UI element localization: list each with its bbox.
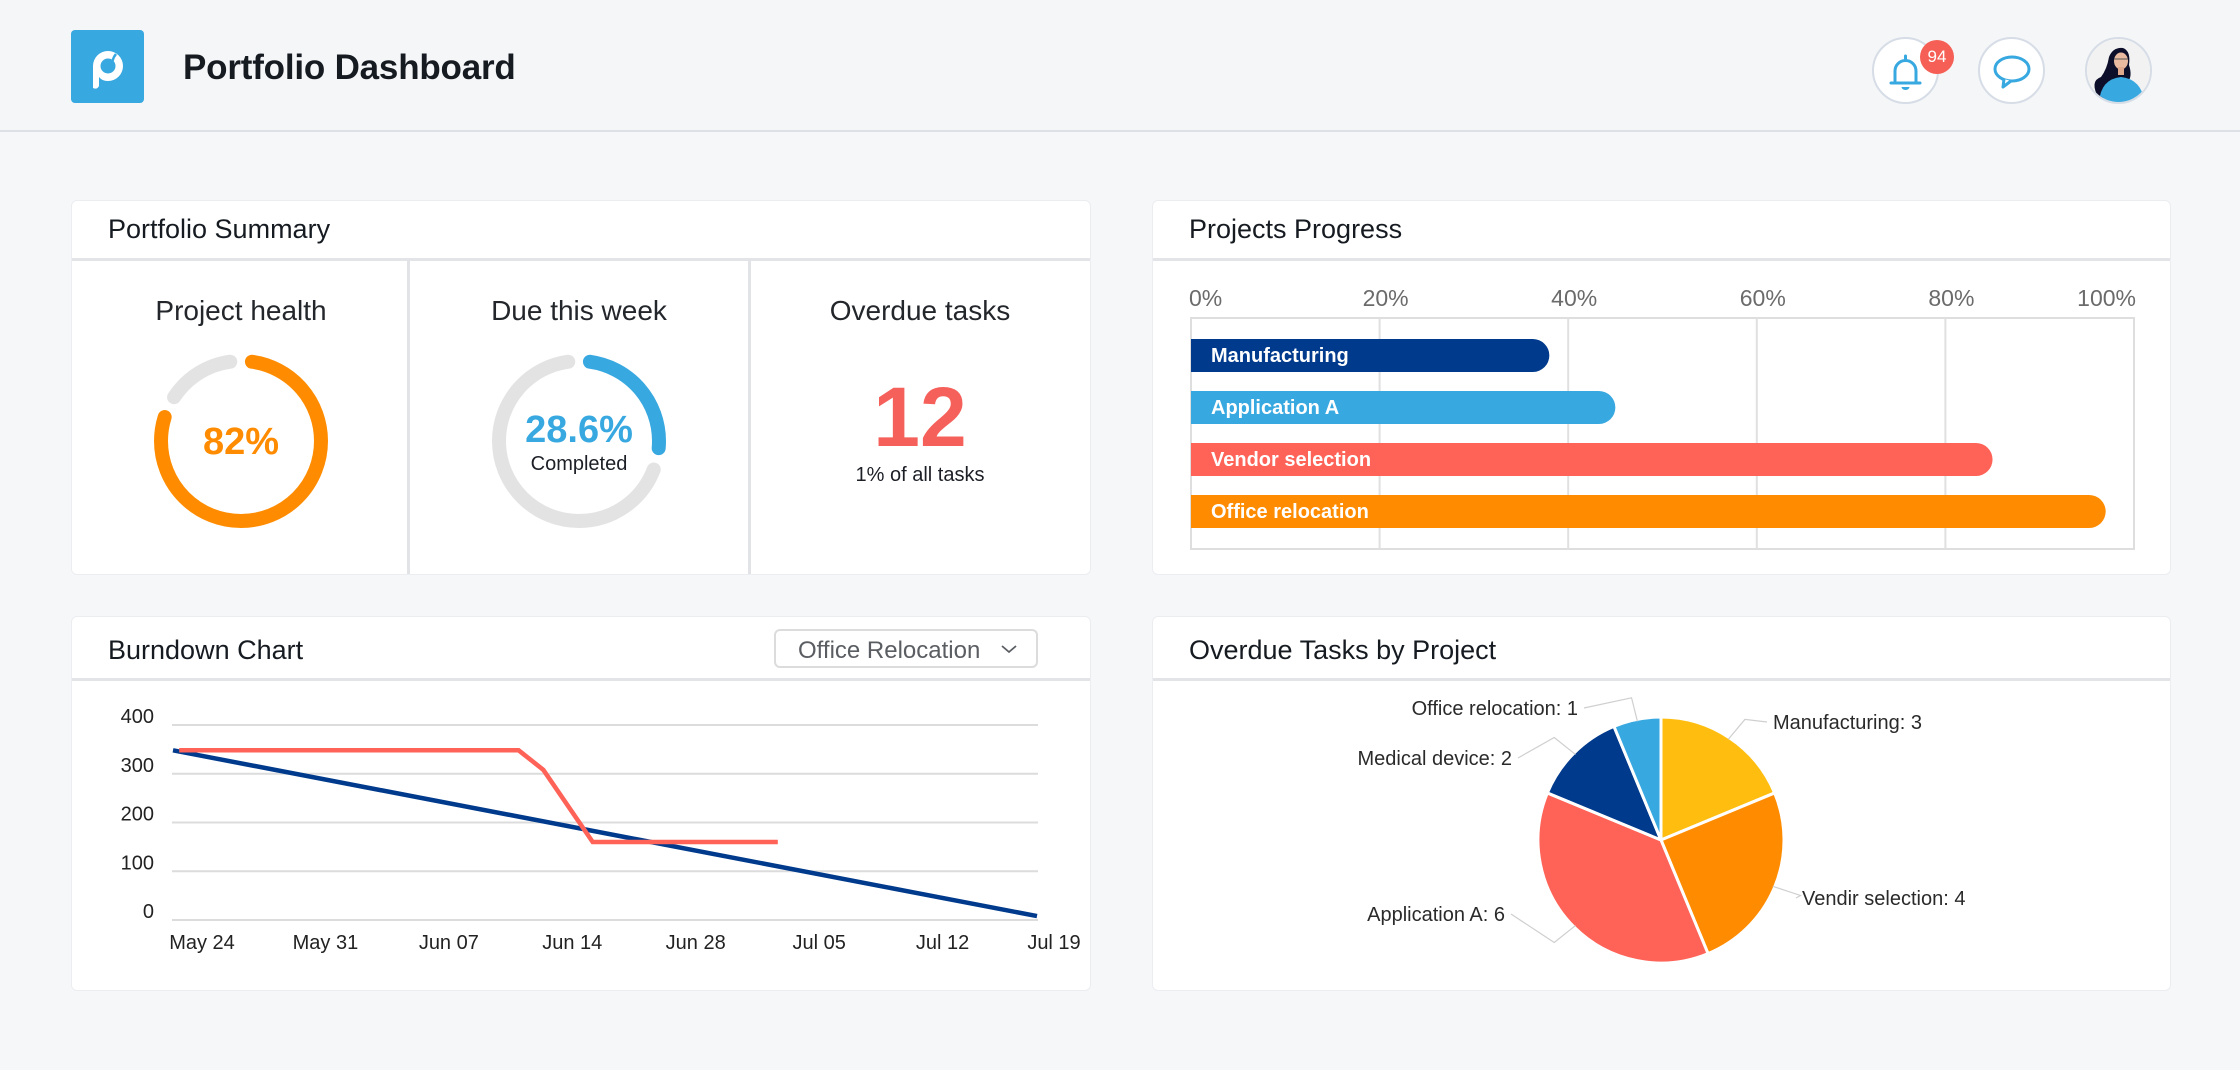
gauge-track bbox=[492, 354, 666, 528]
x-tick-label: 100% bbox=[2077, 285, 2136, 311]
card-header: Projects Progress bbox=[1153, 201, 2170, 261]
pie-leader-line bbox=[1583, 697, 1638, 722]
y-tick-label: 300 bbox=[121, 755, 154, 777]
due-this-week-gauge bbox=[492, 354, 666, 528]
pie-leader-line bbox=[1517, 736, 1576, 759]
portfolio-summary-card: Portfolio Summary Project health 82% Due… bbox=[71, 200, 1091, 575]
x-tick-label: Jul 05 bbox=[792, 932, 845, 954]
divider bbox=[748, 259, 751, 574]
bar-label: Office relocation bbox=[1211, 501, 1369, 523]
x-tick-label: 60% bbox=[1740, 285, 1786, 311]
dropdown-selected-value: Office Relocation bbox=[798, 637, 981, 664]
messages-button[interactable] bbox=[1978, 37, 2045, 104]
project-health-value: 82% bbox=[202, 421, 280, 463]
progress-bar bbox=[1191, 443, 1993, 476]
burndown-card: Burndown Chart Office Relocation 0 100 200… bbox=[71, 616, 1091, 991]
x-tick-label: Jun 28 bbox=[666, 932, 726, 954]
pie-label: Application A: 6 bbox=[1367, 904, 1505, 926]
project-health-kpi: Project health 82% bbox=[72, 259, 410, 574]
due-this-week-sub: Completed bbox=[530, 453, 628, 475]
gauge-fill bbox=[492, 354, 666, 528]
project-health-gauge bbox=[154, 354, 328, 528]
overdue-tasks-kpi: Overdue tasks 12 1% of all tasks bbox=[751, 259, 1089, 574]
progress-bar bbox=[1191, 495, 2106, 528]
due-this-week-value: 28.6% bbox=[525, 409, 633, 451]
bar-label: Vendor selection bbox=[1211, 449, 1371, 471]
bar-label: Application A bbox=[1211, 397, 1339, 419]
overdue-by-project-card: Overdue Tasks by Project Manufacturing: … bbox=[1152, 616, 2171, 991]
notification-count-badge: 94 bbox=[1920, 40, 1954, 74]
x-tick-label: Jul 12 bbox=[916, 932, 969, 954]
user-avatar[interactable] bbox=[2085, 37, 2152, 104]
p-logo-icon[interactable] bbox=[71, 30, 144, 103]
chat-bubble-icon bbox=[1993, 55, 2031, 89]
x-tick-label: May 24 bbox=[169, 932, 235, 954]
x-tick-label: 40% bbox=[1551, 285, 1597, 311]
due-this-week-kpi: Due this week 28.6% Completed bbox=[410, 259, 748, 574]
card-title: Overdue Tasks by Project bbox=[1189, 635, 1497, 665]
card-title: Burndown Chart bbox=[108, 635, 304, 665]
pie-leader-line bbox=[1727, 718, 1768, 740]
series-line-actual bbox=[179, 748, 778, 845]
top-bar: Portfolio Dashboard 94 bbox=[0, 0, 2240, 132]
card-header: Burndown Chart Office Relocation bbox=[72, 617, 1090, 681]
divider bbox=[407, 259, 410, 574]
pie-label: Manufacturing: 3 bbox=[1773, 712, 1922, 734]
kpi-label: Due this week bbox=[491, 295, 667, 326]
x-tick-label: 20% bbox=[1363, 285, 1409, 311]
y-tick-label: 100 bbox=[121, 852, 154, 874]
card-header: Portfolio Summary bbox=[72, 201, 1090, 261]
series-line-ideal bbox=[172, 748, 1038, 919]
y-tick-label: 400 bbox=[121, 706, 154, 728]
pie-label: Medical device: 2 bbox=[1357, 748, 1512, 770]
x-tick-label: Jul 19 bbox=[1027, 932, 1080, 954]
x-tick-label: Jun 14 bbox=[542, 932, 602, 954]
plot-frame bbox=[1190, 317, 2135, 550]
kpi-label: Project health bbox=[155, 295, 327, 326]
progress-bar bbox=[1191, 391, 1616, 424]
chevron-down-icon bbox=[1001, 645, 1017, 654]
bar-label: Manufacturing bbox=[1211, 345, 1349, 367]
x-tick-label: Jun 07 bbox=[419, 932, 479, 954]
x-tick-label: 80% bbox=[1928, 285, 1974, 311]
project-select-dropdown[interactable]: Office Relocation bbox=[774, 629, 1038, 668]
pie-label: Vendir selection: 4 bbox=[1802, 888, 1965, 910]
page-title: Portfolio Dashboard bbox=[183, 48, 516, 87]
pie-label: Office relocation: 1 bbox=[1412, 698, 1578, 720]
x-tick-label: May 31 bbox=[293, 932, 359, 954]
pie-leader-line bbox=[1510, 913, 1576, 944]
projects-progress-chart: 0% 20% 40% 60% 80% 100% Manufacturing Applicati… bbox=[1189, 285, 2136, 550]
overdue-tasks-sub: 1% of all tasks bbox=[855, 464, 985, 486]
overdue-pie-chart: Manufacturing: 3 Vendir selection: 4 Appli… bbox=[1357, 697, 1965, 965]
x-tick-label: 0% bbox=[1189, 285, 1222, 311]
bell-icon bbox=[1889, 54, 1922, 90]
projects-progress-card: Projects Progress 0% 20% 40% 60% 80% 100% Manu… bbox=[1152, 200, 2171, 575]
pie-leader-line bbox=[1772, 885, 1802, 899]
burndown-chart: 0 100 200 300 400 May 24 May 31 Jun 07 Jun 14 Jun… bbox=[121, 706, 1081, 954]
y-tick-label: 200 bbox=[121, 804, 154, 826]
card-header: Overdue Tasks by Project bbox=[1153, 617, 2170, 681]
card-title: Portfolio Summary bbox=[108, 214, 331, 244]
gauge-fill bbox=[154, 354, 328, 528]
progress-bar bbox=[1191, 339, 1550, 372]
y-tick-label: 0 bbox=[143, 901, 154, 923]
overdue-tasks-value: 12 bbox=[873, 370, 967, 464]
kpi-label: Overdue tasks bbox=[829, 295, 1011, 326]
card-title: Projects Progress bbox=[1189, 214, 1403, 244]
